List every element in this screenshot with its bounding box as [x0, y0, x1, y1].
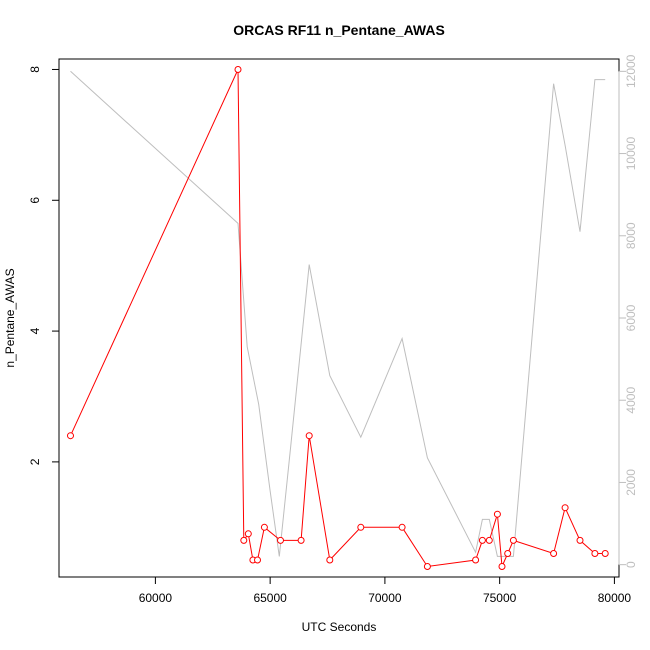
chart-title: ORCAS RF11 n_Pentane_AWAS — [233, 22, 445, 38]
y-tick-label: 4 — [28, 327, 42, 334]
x-tick-label: 60000 — [139, 591, 173, 605]
y2-tick-label: 2000 — [624, 469, 638, 496]
data-point — [576, 536, 584, 544]
y2-tick-label: 12000 — [624, 54, 638, 88]
x-tick-label: 75000 — [483, 591, 517, 605]
y-axis: 2 4 6 8 — [28, 66, 60, 465]
data-point — [398, 523, 406, 531]
data-point — [244, 530, 252, 538]
x-axis: 60000 65000 70000 75000 80000 — [139, 576, 632, 605]
data-point — [498, 563, 506, 570]
y2-tick-label: 8000 — [624, 222, 638, 249]
data-point — [509, 536, 517, 544]
data-point — [234, 66, 242, 73]
y2-tick-label: 6000 — [624, 304, 638, 331]
data-point — [240, 536, 248, 544]
data-point — [260, 523, 268, 531]
y2-tick-label: 0 — [624, 561, 638, 568]
data-point — [254, 556, 261, 564]
x-axis-label: UTC Seconds — [302, 620, 377, 634]
data-point — [472, 556, 480, 564]
data-point — [504, 550, 512, 557]
data-point — [357, 523, 365, 531]
y-tick-label: 6 — [28, 197, 42, 204]
data-point — [305, 432, 313, 440]
data-point — [493, 510, 501, 518]
x-tick-label: 80000 — [598, 591, 632, 605]
data-point — [485, 536, 493, 544]
data-point — [423, 563, 431, 570]
y2-tick-label: 4000 — [624, 387, 638, 414]
data-point — [591, 550, 599, 557]
y-axis-label: n_Pentane_AWAS — [3, 268, 17, 367]
y-axis-right: 0 2000 4000 6000 8000 10000 12000 — [618, 54, 638, 568]
data-point — [326, 556, 334, 564]
series-line-right-axis — [70, 70, 606, 557]
data-point — [550, 550, 558, 557]
data-point — [67, 432, 74, 440]
data-point — [561, 504, 569, 512]
y-tick-label: 8 — [28, 66, 42, 73]
x-tick-label: 65000 — [253, 591, 287, 605]
data-point — [478, 536, 486, 544]
y2-tick-label: 10000 — [624, 137, 638, 171]
y-tick-label: 2 — [28, 458, 42, 465]
data-point — [297, 536, 305, 544]
data-point — [601, 550, 609, 557]
x-tick-label: 70000 — [368, 591, 402, 605]
series-layer — [67, 66, 609, 570]
data-point — [277, 536, 284, 544]
